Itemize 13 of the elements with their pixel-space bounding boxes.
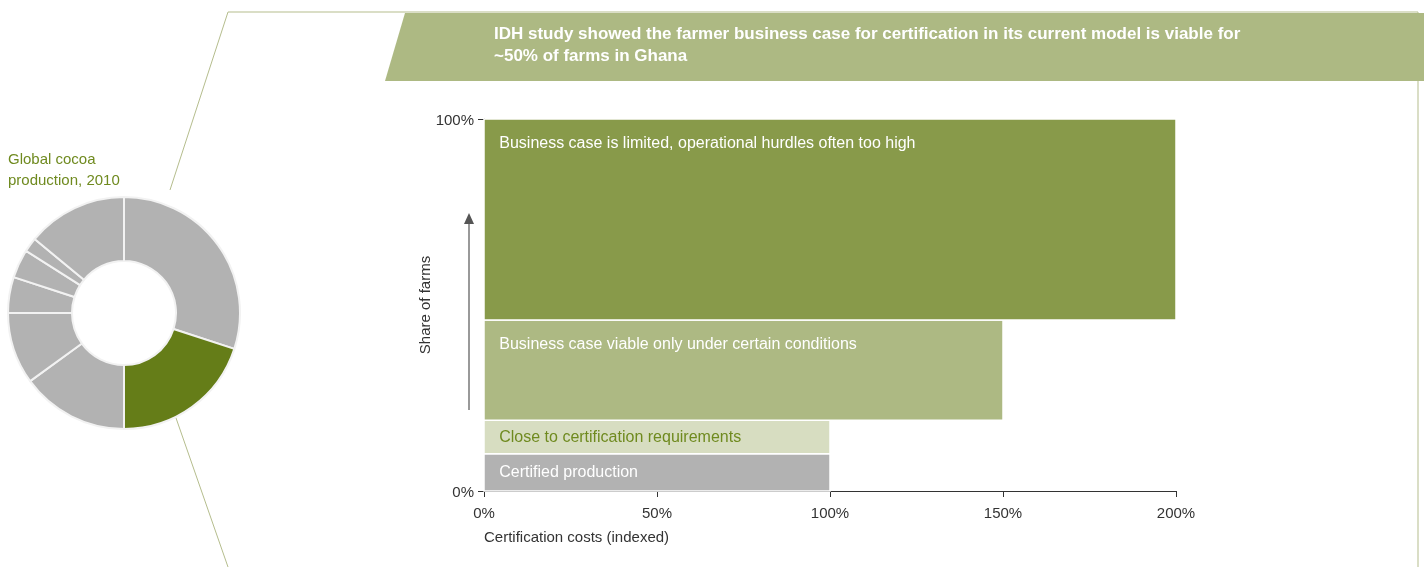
annotation: Business case viable only under certain conditions: [499, 334, 857, 352]
x-axis-title: Certification costs (indexed): [484, 528, 670, 545]
chart-title: Global cocoa production, 2010: [8, 149, 121, 190]
annotation: Close to certification requirements: [499, 427, 742, 445]
x-tick-label: 150%: [983, 504, 1023, 521]
x-tick-label: 0%: [473, 504, 495, 521]
annotation: Certified production: [499, 463, 638, 481]
chart-title: IDH study showed the farmer business case for certification in its current model is viable for ~50% of farms in Ghana: [494, 23, 1242, 67]
x-tick-label: 100%: [810, 504, 850, 521]
y-axis-title: Share of farms: [415, 255, 433, 355]
x-tick-label: 200%: [1156, 504, 1196, 521]
annotation: Business case is limited, operational hurdles often too high: [499, 133, 916, 151]
x-tick-label: 50%: [641, 504, 673, 521]
